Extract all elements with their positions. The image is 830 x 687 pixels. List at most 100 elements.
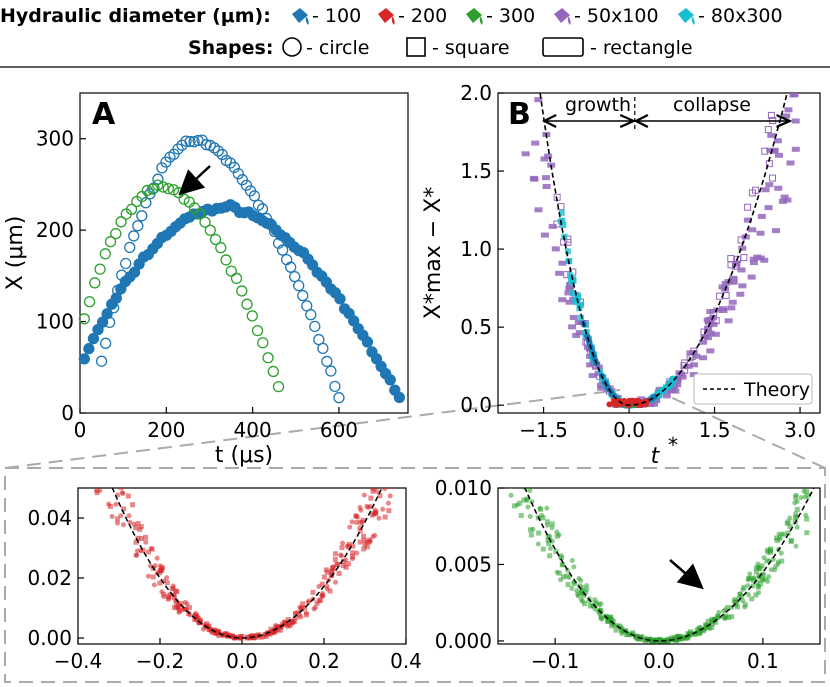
data-point xyxy=(512,428,517,433)
data-point xyxy=(159,565,165,571)
data-point xyxy=(127,519,133,525)
data-point xyxy=(576,576,582,582)
data-point xyxy=(803,489,809,495)
data-point xyxy=(103,316,116,329)
data-point xyxy=(83,296,96,308)
data-point xyxy=(131,521,137,527)
data-point xyxy=(555,270,564,276)
data-point xyxy=(544,519,550,525)
data-point xyxy=(204,224,216,236)
data-point xyxy=(558,209,565,216)
x-tick-label: 0.1 xyxy=(747,649,779,673)
data-point xyxy=(690,362,699,368)
data-point xyxy=(759,577,765,583)
data-point xyxy=(590,603,596,609)
data-point xyxy=(372,532,378,538)
data-point xyxy=(384,374,396,386)
data-point xyxy=(597,607,603,613)
data-point xyxy=(171,605,177,611)
data-point xyxy=(93,413,98,418)
series-#1f77b4 xyxy=(78,199,406,404)
data-point xyxy=(565,582,571,588)
data-point xyxy=(577,583,583,589)
data-point xyxy=(767,132,776,138)
data-point xyxy=(91,420,96,425)
x-tick-label: 0.0 xyxy=(643,649,675,673)
square-shape-icon xyxy=(406,37,426,57)
data-point xyxy=(110,227,122,240)
theory-curve xyxy=(539,93,788,406)
data-point xyxy=(672,636,678,642)
data-point xyxy=(560,574,566,580)
data-point xyxy=(320,591,326,597)
data-point xyxy=(112,284,124,297)
data-point xyxy=(515,445,520,450)
data-point xyxy=(158,568,164,574)
data-point xyxy=(755,564,761,570)
data-point xyxy=(316,583,322,589)
data-point xyxy=(587,603,593,609)
data-point xyxy=(526,482,531,487)
data-point xyxy=(768,174,776,182)
data-point xyxy=(93,438,98,443)
data-point xyxy=(546,541,552,547)
data-point xyxy=(119,476,124,481)
data-point xyxy=(350,554,356,560)
data-point xyxy=(256,203,269,215)
data-point xyxy=(540,156,549,162)
data-point xyxy=(608,614,614,620)
data-point xyxy=(135,521,141,527)
data-point xyxy=(757,213,766,219)
data-point xyxy=(357,505,363,511)
data-point xyxy=(736,291,745,297)
data-point xyxy=(664,638,670,644)
data-point xyxy=(370,474,375,479)
data-point xyxy=(764,205,773,211)
data-point xyxy=(534,207,543,213)
data-point xyxy=(267,365,279,378)
data-point xyxy=(118,488,124,490)
data-point xyxy=(779,558,785,564)
data-point xyxy=(694,626,700,632)
data-point xyxy=(257,634,263,640)
data-point xyxy=(213,631,219,637)
data-point xyxy=(88,407,93,412)
data-point xyxy=(618,628,624,634)
data-point xyxy=(89,403,94,408)
data-point xyxy=(525,26,533,31)
data-point xyxy=(780,194,789,200)
data-point xyxy=(592,597,598,603)
data-point xyxy=(133,525,139,531)
data-point xyxy=(529,468,534,473)
data-point xyxy=(115,520,121,526)
data-point xyxy=(241,298,253,310)
data-point xyxy=(325,365,337,377)
data-point xyxy=(754,580,760,586)
data-point xyxy=(536,530,542,536)
data-point xyxy=(791,146,800,152)
data-point xyxy=(669,376,676,383)
data-point xyxy=(109,447,114,452)
y-tick-label: 2.0 xyxy=(460,81,492,105)
data-point xyxy=(774,152,783,158)
theory-curve xyxy=(524,488,815,642)
data-point xyxy=(729,614,735,620)
data-point xyxy=(197,617,203,623)
data-point xyxy=(116,269,128,281)
data-point xyxy=(89,277,101,289)
data-point xyxy=(565,299,574,305)
data-point xyxy=(335,561,341,567)
theory-legend-label: Theory xyxy=(743,379,810,401)
data-point xyxy=(712,317,720,325)
data-point xyxy=(346,541,352,547)
plot-area xyxy=(521,26,800,409)
theory-legend-box xyxy=(693,373,813,405)
data-point xyxy=(392,445,397,450)
data-point xyxy=(339,545,345,551)
data-point xyxy=(784,107,793,113)
data-point xyxy=(94,479,99,484)
data-point xyxy=(544,153,553,159)
data-point xyxy=(792,514,798,520)
y-tick-label: 0.04 xyxy=(27,506,72,530)
data-point xyxy=(791,118,800,124)
